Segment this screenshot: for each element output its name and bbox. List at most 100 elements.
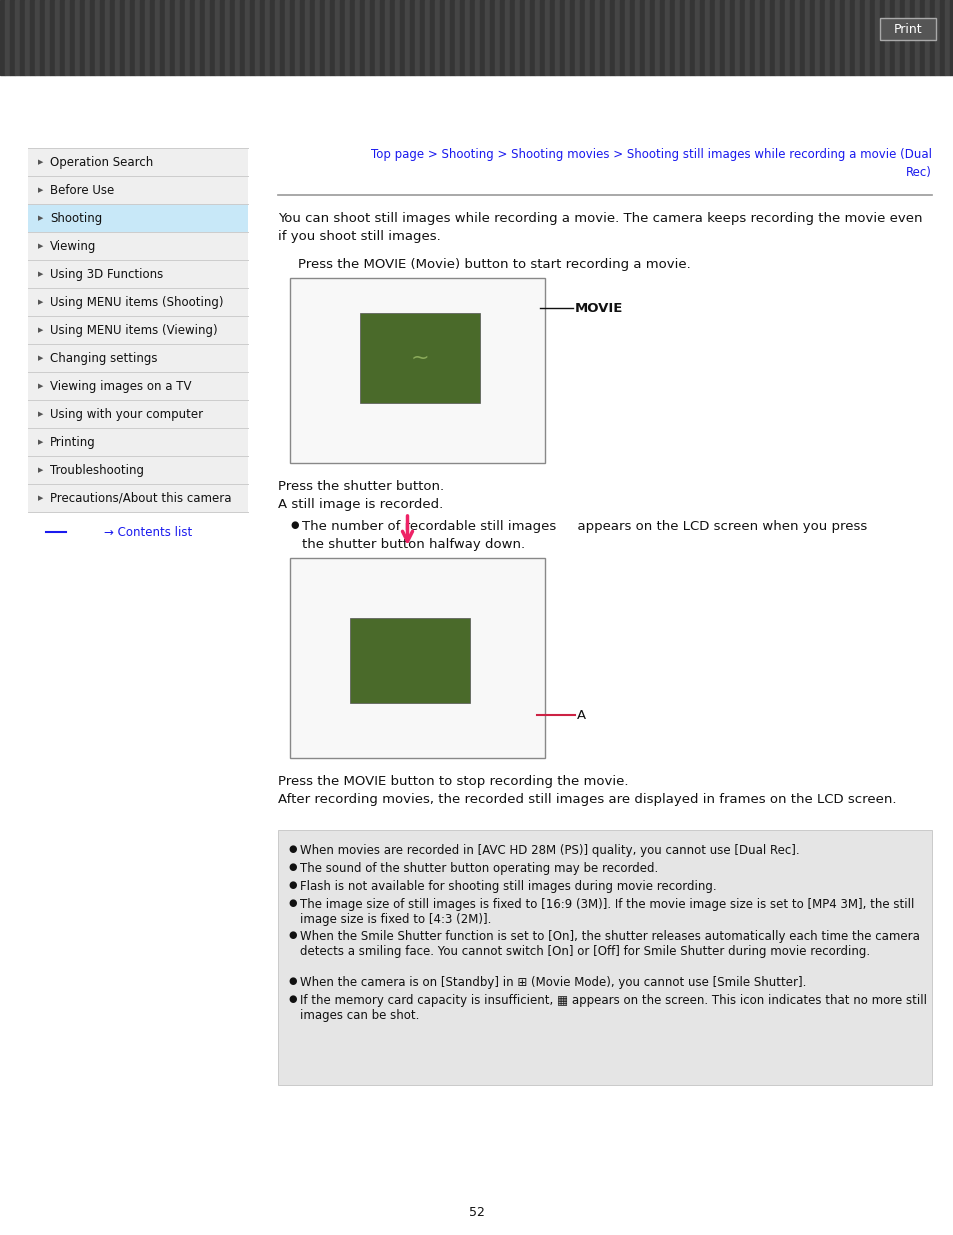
Bar xyxy=(435,0,439,75)
Bar xyxy=(165,0,170,75)
Bar xyxy=(884,0,889,75)
Bar xyxy=(499,0,504,75)
Bar xyxy=(180,0,185,75)
Bar xyxy=(644,0,649,75)
Text: ▶: ▶ xyxy=(38,186,43,193)
Text: ▶: ▶ xyxy=(38,354,43,361)
Bar xyxy=(814,0,820,75)
Bar xyxy=(185,0,190,75)
Bar xyxy=(5,0,10,75)
Bar xyxy=(265,0,270,75)
Bar xyxy=(290,558,544,758)
Bar xyxy=(829,0,834,75)
Text: Using 3D Functions: Using 3D Functions xyxy=(50,268,163,280)
Bar xyxy=(125,0,130,75)
Bar xyxy=(569,0,575,75)
Text: Flash is not available for shooting still images during movie recording.: Flash is not available for shooting stil… xyxy=(299,881,716,893)
Bar xyxy=(695,0,700,75)
Bar xyxy=(760,0,764,75)
Bar xyxy=(879,0,884,75)
Bar xyxy=(28,345,248,372)
Bar xyxy=(709,0,714,75)
Bar xyxy=(944,0,949,75)
Bar xyxy=(65,0,70,75)
Bar xyxy=(60,0,65,75)
Bar xyxy=(359,312,479,403)
Bar xyxy=(280,0,285,75)
Bar xyxy=(154,0,160,75)
Bar xyxy=(205,0,210,75)
Text: ▶: ▶ xyxy=(38,327,43,333)
Bar xyxy=(659,0,664,75)
Bar xyxy=(375,0,379,75)
Bar xyxy=(784,0,789,75)
Text: Shooting: Shooting xyxy=(50,211,102,225)
Bar xyxy=(615,0,619,75)
Text: ▶: ▶ xyxy=(38,243,43,249)
Bar xyxy=(519,0,524,75)
Bar xyxy=(150,0,154,75)
Text: ●: ● xyxy=(288,881,296,890)
Bar xyxy=(85,0,90,75)
Bar xyxy=(820,0,824,75)
Text: ▶: ▶ xyxy=(38,299,43,305)
Bar xyxy=(28,316,248,345)
Bar xyxy=(28,148,248,177)
Text: Operation Search: Operation Search xyxy=(50,156,153,168)
Bar xyxy=(579,0,584,75)
Bar xyxy=(40,0,45,75)
Bar xyxy=(70,0,75,75)
Bar xyxy=(904,0,909,75)
Bar xyxy=(220,0,225,75)
Bar xyxy=(535,0,539,75)
Text: Using MENU items (Viewing): Using MENU items (Viewing) xyxy=(50,324,217,336)
Bar xyxy=(934,0,939,75)
Bar xyxy=(245,0,250,75)
Bar xyxy=(290,0,294,75)
Text: The number of recordable still images     appears on the LCD screen when you pre: The number of recordable still images ap… xyxy=(302,520,866,551)
Bar xyxy=(395,0,399,75)
Bar xyxy=(290,278,544,463)
Bar xyxy=(28,429,248,456)
Bar xyxy=(490,0,495,75)
Bar xyxy=(575,0,579,75)
Text: If the memory card capacity is insufficient, ▦ appears on the screen. This icon : If the memory card capacity is insuffici… xyxy=(299,994,926,1023)
Bar xyxy=(550,0,555,75)
Text: ●: ● xyxy=(290,520,298,530)
Bar xyxy=(774,0,780,75)
Bar xyxy=(210,0,214,75)
Bar xyxy=(28,232,248,261)
Bar xyxy=(25,0,30,75)
Text: Troubleshooting: Troubleshooting xyxy=(50,463,144,477)
Bar xyxy=(335,0,339,75)
Text: Viewing images on a TV: Viewing images on a TV xyxy=(50,379,192,393)
Text: When movies are recorded in [AVC HD 28M (PS)] quality, you cannot use [Dual Rec]: When movies are recorded in [AVC HD 28M … xyxy=(299,844,799,857)
Bar xyxy=(285,0,290,75)
Text: ●: ● xyxy=(288,976,296,986)
Text: Press the MOVIE (Movie) button to start recording a movie.: Press the MOVIE (Movie) button to start … xyxy=(297,258,690,270)
Bar xyxy=(450,0,455,75)
Bar xyxy=(664,0,669,75)
Bar xyxy=(145,0,150,75)
Bar xyxy=(635,0,639,75)
Text: ▶: ▶ xyxy=(38,215,43,221)
Text: You can shoot still images while recording a movie. The camera keeps recording t: You can shoot still images while recordi… xyxy=(277,212,922,243)
Bar xyxy=(355,0,359,75)
Bar xyxy=(0,0,5,75)
Bar xyxy=(764,0,769,75)
Text: 52: 52 xyxy=(469,1207,484,1219)
Bar xyxy=(595,0,599,75)
Text: When the camera is on [Standby] in ⊞ (Movie Mode), you cannot use [Smile Shutter: When the camera is on [Standby] in ⊞ (Mo… xyxy=(299,976,805,989)
Bar xyxy=(789,0,794,75)
Bar xyxy=(379,0,385,75)
Bar xyxy=(330,0,335,75)
Bar xyxy=(459,0,464,75)
Bar xyxy=(809,0,814,75)
Bar xyxy=(240,0,245,75)
Bar xyxy=(794,0,800,75)
Bar xyxy=(230,0,234,75)
Bar xyxy=(675,0,679,75)
Text: The sound of the shutter button operating may be recorded.: The sound of the shutter button operatin… xyxy=(299,862,658,876)
Bar xyxy=(780,0,784,75)
Text: ▶: ▶ xyxy=(38,467,43,473)
